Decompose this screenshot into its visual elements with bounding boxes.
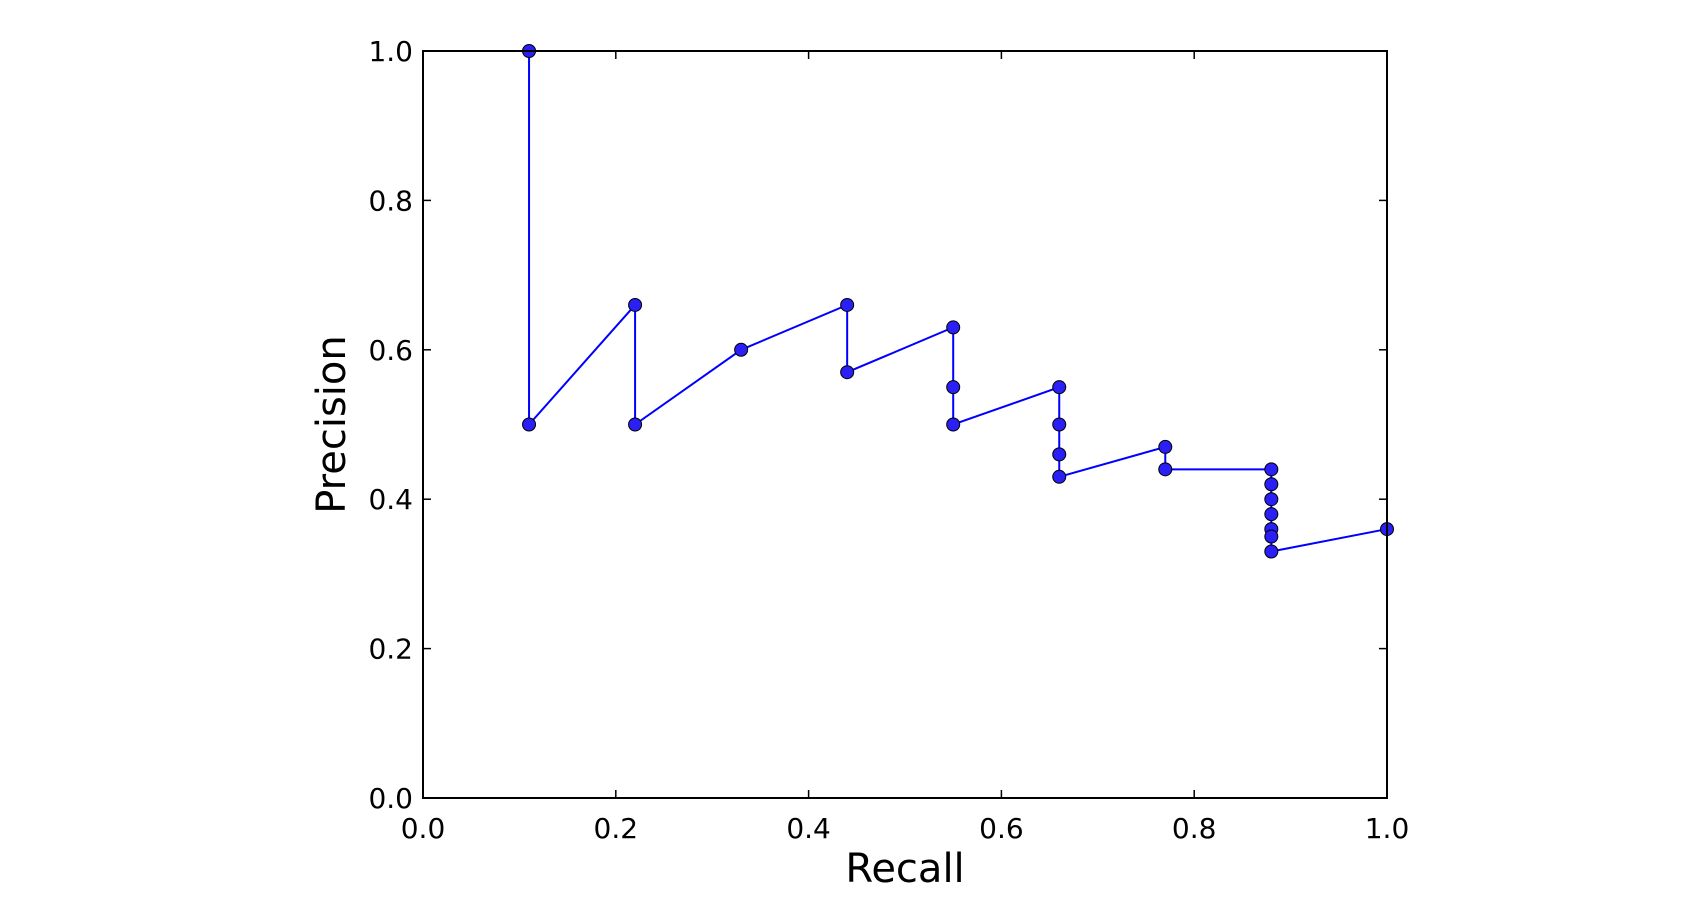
series-layer — [522, 44, 1394, 559]
data-point — [628, 297, 643, 312]
data-point — [734, 342, 749, 357]
ticks-layer — [422, 50, 1388, 799]
tick-labels-layer: 0.0 0.2 0.4 0.6 0.8 1.0 0.0 0.2 0.4 0.6 0.8 1.0 — [368, 35, 1409, 845]
data-point — [840, 297, 855, 312]
x-tick-label: 0.6 — [979, 812, 1024, 845]
data-point — [1264, 507, 1279, 522]
plot-frame — [422, 50, 1388, 799]
data-point — [1052, 447, 1067, 462]
x-tick-label: 0.0 — [401, 812, 446, 845]
x-tick-label: 0.4 — [786, 812, 831, 845]
y-axis-title: Precision — [309, 335, 355, 513]
series-line — [528, 51, 1388, 553]
y-tick-label: 0.6 — [368, 334, 413, 367]
data-point — [1052, 380, 1067, 395]
x-axis-title: Recall — [845, 846, 964, 892]
data-point — [1264, 462, 1279, 477]
y-tick-label: 0.8 — [368, 184, 413, 217]
data-point — [1264, 477, 1279, 492]
data-point — [1158, 439, 1173, 454]
y-tick-label: 0.2 — [368, 633, 413, 666]
data-point — [522, 417, 537, 432]
data-point — [946, 380, 961, 395]
data-point — [946, 417, 961, 432]
data-point — [1264, 529, 1279, 544]
data-point — [1052, 469, 1067, 484]
x-tick-label: 1.0 — [1365, 812, 1410, 845]
y-tick-label: 0.4 — [368, 483, 413, 516]
data-point — [628, 417, 643, 432]
data-point — [1052, 417, 1067, 432]
y-tick-label: 0.0 — [368, 782, 413, 815]
x-tick-label: 0.2 — [594, 812, 639, 845]
data-point — [1264, 544, 1279, 559]
y-tick-label: 1.0 — [368, 35, 413, 68]
data-point — [946, 320, 961, 335]
data-point — [840, 365, 855, 380]
x-tick-label: 0.8 — [1172, 812, 1217, 845]
data-point — [1158, 462, 1173, 477]
data-point — [1264, 492, 1279, 507]
